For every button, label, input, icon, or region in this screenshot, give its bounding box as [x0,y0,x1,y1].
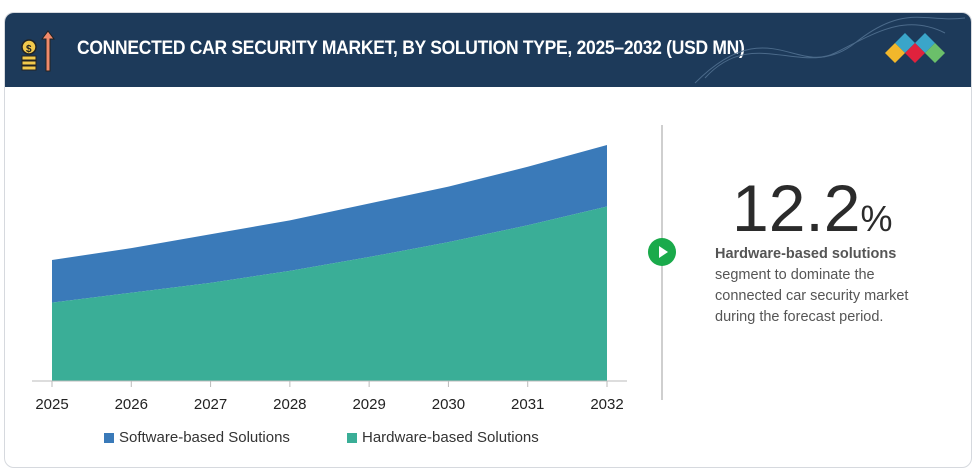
svg-text:$: $ [26,44,32,55]
callout-text: Hardware-based solutions segment to domin… [715,244,945,328]
legend-label: Software-based Solutions [119,429,290,446]
cagr-value: 12.2% [732,170,892,246]
hardware-area [52,206,607,381]
cagr-number: 12.2 [732,171,861,245]
x-tick-label: 2026 [115,396,148,413]
x-tick-label: 2028 [273,396,306,413]
legend-swatch [347,432,357,443]
x-tick-label: 2025 [35,396,68,413]
callout-body: segment to dominate the connected car se… [715,267,909,325]
x-tick-label: 2032 [590,396,623,413]
software-area [52,144,607,303]
infographic-card: $ CONNECTED CAR SECURITY MARKET, BY SOLU… [4,12,972,468]
header-decoration [694,16,966,84]
legend-swatch [104,432,114,443]
x-tick-label: 2027 [194,396,227,413]
x-tick-label: 2031 [511,396,544,413]
cagr-unit: % [860,198,893,239]
x-tick-label: 2030 [432,396,465,413]
x-tick-label: 2029 [352,396,385,413]
play-icon [648,238,676,266]
legend-label: Hardware-based Solutions [362,429,539,446]
chart-title: CONNECTED CAR SECURITY MARKET, BY SOLUTI… [77,38,745,59]
header-bar: $ CONNECTED CAR SECURITY MARKET, BY SOLU… [5,13,971,87]
brand-logo [885,33,945,63]
legend-item-hardware: Hardware-based Solutions [347,429,539,446]
legend-item-software: Software-based Solutions [104,429,290,446]
money-growth-icon: $ [21,30,55,72]
callout-bold: Hardware-based solutions [715,246,897,262]
